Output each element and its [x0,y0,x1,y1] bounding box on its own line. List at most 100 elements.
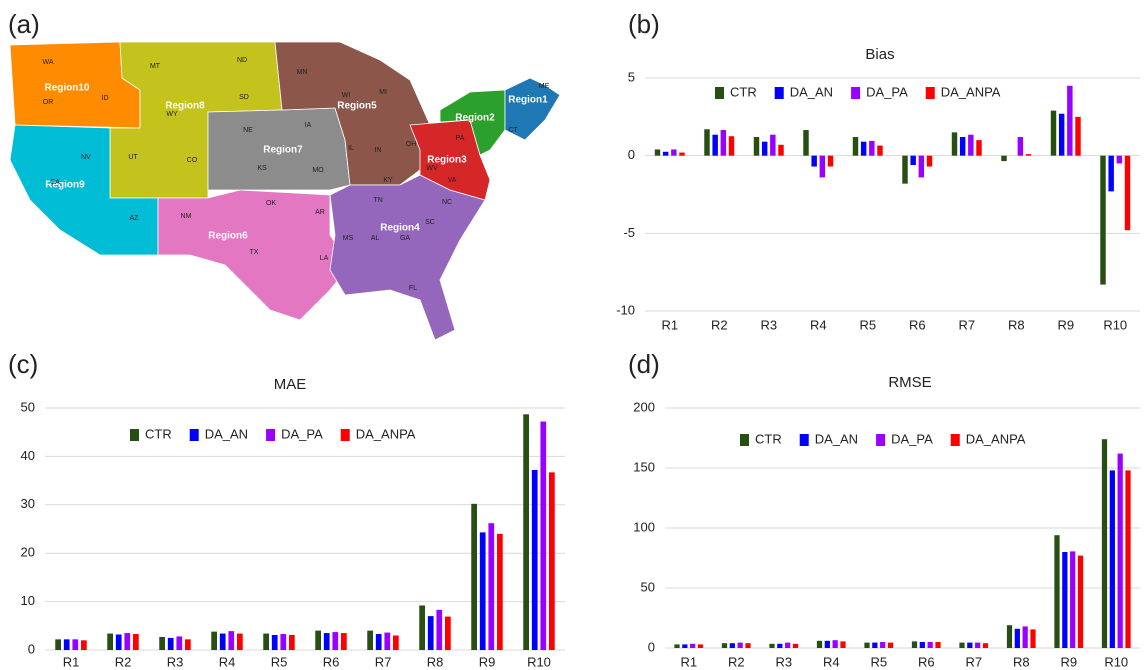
bar [824,640,830,648]
bar [654,149,661,156]
bar [419,605,425,650]
x-tick-label: R6 [323,654,340,669]
state-label: WI [342,92,351,99]
region-label: Region8 [165,101,205,112]
x-tick-label: R3 [775,654,792,669]
bar [803,130,809,156]
state-label: AR [315,209,325,216]
bar [1062,552,1068,648]
bar [919,642,925,648]
bar [271,634,278,650]
bar [976,140,982,156]
bar [816,640,823,648]
bar [918,155,925,178]
bar [1030,629,1036,648]
state-label: OK [266,200,276,207]
state-label: MT [150,63,161,70]
legend-label: DA_ANPA [941,84,1001,99]
bar [124,633,131,650]
x-tick-label: R5 [859,317,876,332]
bar [427,616,434,650]
x-tick-label: R4 [823,654,840,669]
bar [1014,628,1020,648]
bar [1117,453,1123,648]
state-label: KS [257,165,267,172]
bar [959,642,965,648]
state-label: FL [409,285,417,292]
bar [729,643,735,648]
panel-label: (d) [628,349,660,379]
state-label: MI [379,89,387,96]
bar [869,140,875,156]
region-label: Region3 [427,155,467,166]
y-tick-label: 20 [21,545,35,560]
state-label: NC [442,199,452,206]
y-tick-label: 10 [21,593,35,608]
bar [872,642,878,648]
bar [1050,110,1057,156]
state-label: SC [425,219,435,226]
state-label: CO [187,157,198,164]
state-label: UT [128,154,138,161]
bar [211,631,217,650]
x-tick-label: R7 [965,654,982,669]
x-tick-label: R9 [479,654,496,669]
bar [679,152,685,156]
region2-area [439,89,506,156]
x-tick-label: R5 [271,654,288,669]
state-label: WA [42,59,53,66]
region4-area [329,174,486,341]
bar [1100,155,1106,285]
bar [531,469,538,650]
state-label: AL [371,235,380,242]
bar [289,634,295,650]
x-tick-label: R10 [1104,654,1128,669]
y-tick-label: 30 [21,496,35,511]
state-label: TN [373,197,382,204]
bar [662,151,669,156]
x-tick-label: R9 [1060,654,1077,669]
region5-area [274,41,431,186]
x-tick-label: R7 [958,317,975,332]
bar [263,633,269,650]
x-tick-label: R10 [1103,317,1127,332]
bar [811,155,817,167]
legend-label: DA_ANPA [356,426,416,441]
bar [1017,137,1024,156]
bar [745,643,751,648]
bar [1077,555,1084,648]
region-label: Region2 [455,113,495,124]
bar [1101,439,1108,648]
legend-label: CTR [145,426,172,441]
bar [63,639,70,650]
bar [107,633,113,650]
bar [770,134,776,156]
state-label: LA [320,255,329,262]
legend-swatch [266,429,276,441]
x-tick-label: R7 [375,654,392,669]
legend-label: DA_PA [891,431,933,446]
y-tick-label: 150 [633,459,655,474]
legend-swatch [799,434,809,446]
state-label: NV [81,154,91,161]
y-tick-label: 5 [628,69,635,84]
x-tick-label: R2 [711,317,728,332]
bar [832,640,838,648]
y-tick-label: 0 [28,641,35,656]
state-label: MO [312,167,324,174]
legend-swatch [950,434,960,446]
region-label: Region10 [44,83,89,94]
bar [228,631,235,650]
x-tick-label: R4 [219,654,236,669]
region9-area [9,124,159,256]
x-tick-label: R2 [115,654,132,669]
state-label: ND [237,57,247,64]
state-label: ME [539,83,550,90]
bar [1070,551,1076,648]
bar [887,642,894,648]
bar [753,137,760,156]
state-label: MS [343,235,354,242]
state-label: IA [305,122,312,129]
region-label: Region6 [208,231,248,242]
bar [910,155,916,165]
